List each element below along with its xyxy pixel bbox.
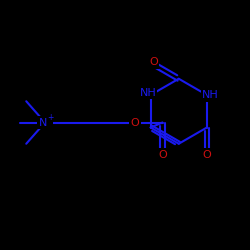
FancyBboxPatch shape [201, 88, 220, 102]
Text: O: O [202, 150, 211, 160]
Text: O: O [158, 150, 167, 160]
Text: NH: NH [202, 90, 219, 100]
Text: NH: NH [140, 88, 156, 98]
Text: O: O [149, 58, 158, 68]
FancyBboxPatch shape [130, 116, 141, 130]
FancyBboxPatch shape [157, 148, 168, 162]
FancyBboxPatch shape [201, 148, 212, 162]
FancyBboxPatch shape [37, 116, 53, 130]
FancyBboxPatch shape [148, 56, 159, 69]
Text: O: O [130, 118, 140, 128]
Text: +: + [47, 112, 54, 122]
FancyBboxPatch shape [139, 86, 158, 100]
Text: N: N [39, 118, 47, 128]
